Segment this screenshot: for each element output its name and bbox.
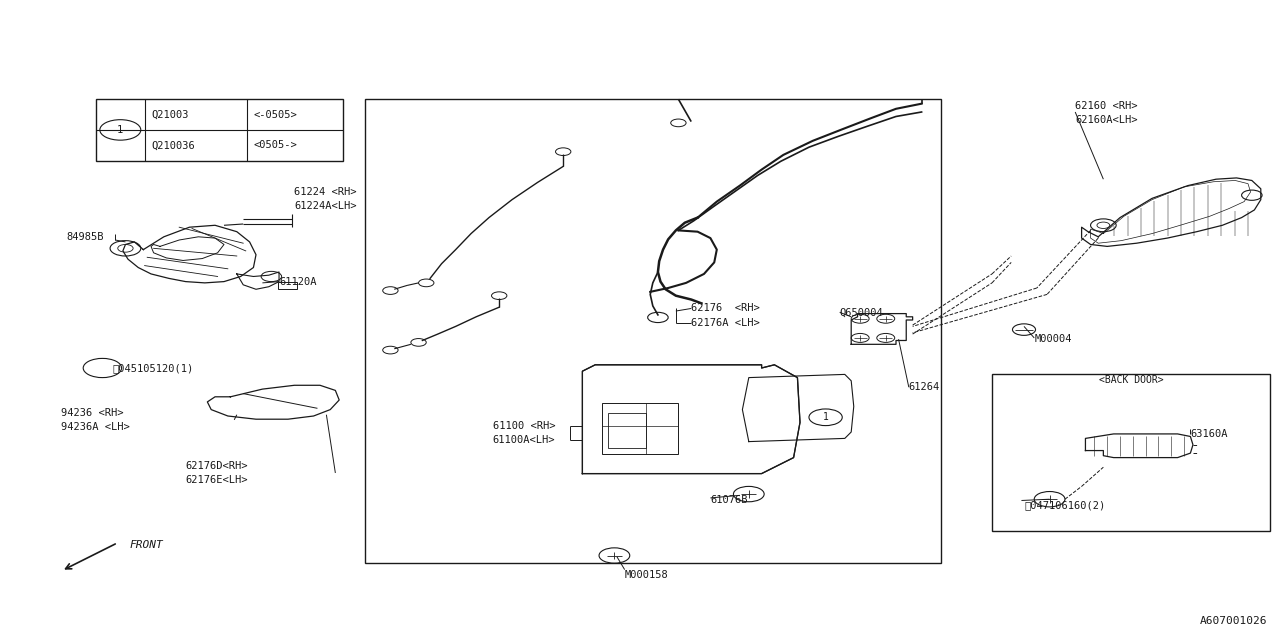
Text: 94236A <LH>: 94236A <LH> <box>61 422 131 432</box>
Text: 61100A<LH>: 61100A<LH> <box>493 435 556 445</box>
Text: A607001026: A607001026 <box>1199 616 1267 626</box>
Bar <box>602 403 678 454</box>
Text: 61120A: 61120A <box>279 276 316 287</box>
Text: 62176A <LH>: 62176A <LH> <box>691 317 760 328</box>
Text: Ⓢ045105120(1): Ⓢ045105120(1) <box>113 363 193 373</box>
Text: 94236 <RH>: 94236 <RH> <box>61 408 124 418</box>
Text: 84985B: 84985B <box>67 232 104 242</box>
Text: Ⓢ047106160(2): Ⓢ047106160(2) <box>1024 500 1105 511</box>
Bar <box>278 282 297 289</box>
Text: 61100 <RH>: 61100 <RH> <box>493 420 556 431</box>
Bar <box>608 413 646 448</box>
Text: M000158: M000158 <box>625 570 668 580</box>
Text: 62176  <RH>: 62176 <RH> <box>691 303 760 314</box>
Text: 62176E<LH>: 62176E<LH> <box>186 475 248 485</box>
Bar <box>992 374 1270 531</box>
Text: 62160 <RH>: 62160 <RH> <box>1075 100 1138 111</box>
Bar <box>96 99 343 161</box>
Text: 62176D<RH>: 62176D<RH> <box>186 461 248 471</box>
Text: <0505->: <0505-> <box>253 140 297 150</box>
Text: 63160A: 63160A <box>1190 429 1228 439</box>
Text: 61224 <RH>: 61224 <RH> <box>294 187 357 197</box>
Text: 61224A<LH>: 61224A<LH> <box>294 201 357 211</box>
Text: 1: 1 <box>118 125 123 135</box>
Text: Q210036: Q210036 <box>151 140 195 150</box>
Text: <-0505>: <-0505> <box>253 109 297 120</box>
Text: 61076B: 61076B <box>710 495 748 506</box>
Text: 62160A<LH>: 62160A<LH> <box>1075 115 1138 125</box>
Text: 1: 1 <box>823 412 828 422</box>
Text: 61264: 61264 <box>909 382 940 392</box>
Text: M00004: M00004 <box>1034 334 1071 344</box>
Bar <box>365 99 941 563</box>
Text: Q21003: Q21003 <box>151 109 188 120</box>
Text: <BACK DOOR>: <BACK DOOR> <box>1100 374 1164 385</box>
Text: FRONT: FRONT <box>129 540 163 550</box>
Text: Q650004: Q650004 <box>840 307 883 317</box>
Polygon shape <box>582 365 800 474</box>
